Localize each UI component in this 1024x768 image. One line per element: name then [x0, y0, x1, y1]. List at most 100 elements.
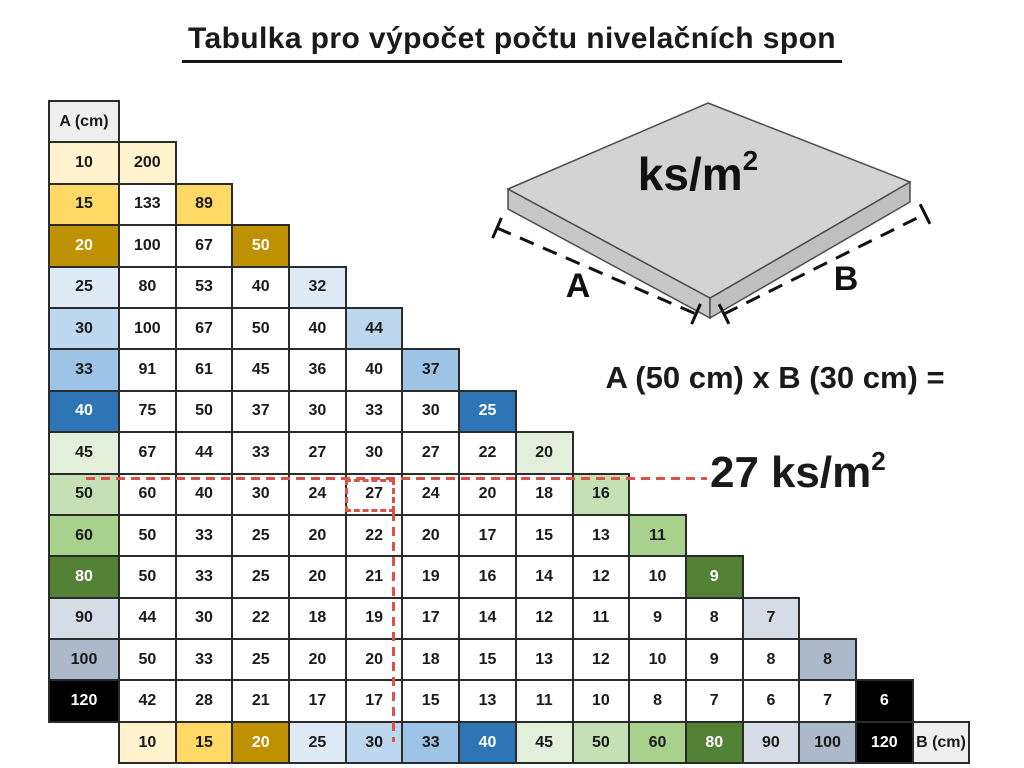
table-cell: 20	[288, 638, 347, 682]
table-row: 33 91 61 45 36 40 37	[48, 348, 970, 392]
table-cell: 80	[118, 265, 177, 309]
table-cell: 100	[118, 306, 177, 351]
table-cell: 33	[231, 431, 291, 475]
table-cell: 10	[628, 555, 687, 599]
table-cell: 9	[684, 638, 744, 682]
tile-top-face	[506, 102, 912, 299]
dimension-b-line	[717, 203, 932, 325]
table-cell: 21	[231, 679, 291, 723]
table-row: 40 75 50 37 30 33 30 25	[48, 389, 970, 434]
highlight-col-line	[392, 512, 395, 742]
table-cell: 10	[628, 638, 687, 682]
dimension-a-label: A	[566, 267, 591, 305]
col-header-cell: 120	[854, 720, 914, 765]
table-cell: 50	[118, 555, 177, 599]
col-header-cell: 80	[684, 720, 744, 765]
table-row: 10 200	[48, 141, 970, 185]
table-row: 45 67 44 33 27 30 27 22 20	[48, 431, 970, 475]
row-header-cell: 33	[48, 348, 120, 392]
unit-label: ks/m2	[638, 145, 758, 200]
table-cell: 30	[344, 431, 404, 475]
table-cell: 15	[514, 513, 574, 558]
diagonal-cell: 89	[174, 182, 234, 227]
table-cell: 28	[174, 679, 234, 723]
table-cell: 7	[684, 679, 744, 723]
table-row: 80 50 33 25 20 21 19 16 14 12 10 9	[48, 555, 970, 599]
example-result-unit: ks/m	[770, 448, 872, 497]
col-header-cell: 45	[514, 720, 574, 765]
diagonal-cell: 9	[684, 555, 744, 599]
table-cell: 40	[344, 348, 404, 392]
col-header-cell: 10	[118, 720, 177, 765]
table-cell: 15	[458, 638, 517, 682]
row-header-cell: 90	[48, 596, 120, 641]
table-cell: 50	[118, 513, 177, 558]
table-cell: 13	[514, 638, 574, 682]
table-cell: 33	[344, 389, 404, 434]
table-cell: 18	[288, 596, 347, 641]
table-cell: 50	[174, 389, 234, 434]
row-header-cell: 25	[48, 265, 120, 309]
row-header-cell: 45	[48, 431, 120, 475]
table-cell: 50	[231, 306, 291, 351]
b-axis-header-cell: B (cm)	[911, 720, 971, 765]
table-cell: 8	[684, 596, 744, 641]
table-row: 90 44 30 22 18 19 17 14 12 11 9 8 7	[48, 596, 970, 641]
row-header-cell: 60	[48, 513, 120, 558]
table-cell: 50	[118, 638, 177, 682]
row-header-cell: 10	[48, 141, 120, 185]
row-header-cell: 120	[48, 679, 120, 723]
table-cell: 91	[118, 348, 177, 392]
table-cell: 17	[288, 679, 347, 723]
table-cell: 33	[174, 555, 234, 599]
table-cell: 10	[571, 679, 631, 723]
table-cell: 30	[174, 596, 234, 641]
table-cell: 20	[401, 513, 461, 558]
table-cell: 42	[118, 679, 177, 723]
page-title-text: Tabulka pro výpočet počtu nivelačních sp…	[181, 22, 843, 63]
table-cell: 67	[174, 306, 234, 351]
table-cell: 33	[174, 513, 234, 558]
diagonal-cell: 11	[628, 513, 687, 558]
table-cell: 14	[514, 555, 574, 599]
table-cell: 19	[401, 555, 461, 599]
col-header-cell: 25	[288, 720, 347, 765]
example-result-value: 27	[710, 448, 759, 497]
table-cell: 17	[401, 596, 461, 641]
table-cell: 30	[401, 389, 461, 434]
diagonal-cell: 200	[118, 141, 177, 185]
col-header-cell: 40	[458, 720, 517, 765]
diagonal-cell: 8	[798, 638, 857, 682]
table-row: 20 100 67 50	[48, 224, 970, 268]
highlight-row-line	[86, 477, 707, 480]
table-row: 25 80 53 40 32	[48, 265, 970, 309]
table-row: A (cm)	[48, 100, 970, 144]
table-cell: 37	[231, 389, 291, 434]
diagonal-cell: 44	[344, 306, 404, 351]
row-header-cell: 80	[48, 555, 120, 599]
table-row: 100 50 33 25 20 20 18 15 13 12 10 9 8 8	[48, 638, 970, 682]
table-cell: 33	[174, 638, 234, 682]
tile-illustration: ks/m2 A B	[491, 102, 932, 325]
table-cell: 61	[174, 348, 234, 392]
table-cell: 40	[288, 306, 347, 351]
example-formula: A (50 cm) x B (30 cm) =	[605, 360, 945, 395]
table-cell: 16	[458, 555, 517, 599]
table-cell: 6	[741, 679, 801, 723]
diagonal-cell: 6	[854, 679, 914, 723]
table-cell: 22	[458, 431, 517, 475]
col-header-cell: 90	[741, 720, 801, 765]
table-cell: 67	[118, 431, 177, 475]
table-row: 30 100 67 50 40 44	[48, 306, 970, 351]
spacing-table: A (cm) 10 200 15 133 89 20 100 67 50 25 80 53 40 32 30 1…	[48, 100, 971, 765]
example-result-exponent: 2	[871, 446, 886, 476]
row-header-cell: 100	[48, 638, 120, 682]
dimension-a-line	[491, 217, 702, 325]
diagonal-cell: 50	[231, 224, 291, 268]
row-header-cell: 40	[48, 389, 120, 434]
page-title: Tabulka pro výpočet počtu nivelačních sp…	[0, 22, 1024, 63]
table-cell: 44	[118, 596, 177, 641]
table-cell: 12	[514, 596, 574, 641]
diagonal-cell: 32	[288, 265, 347, 309]
row-header-cell: 15	[48, 182, 120, 227]
